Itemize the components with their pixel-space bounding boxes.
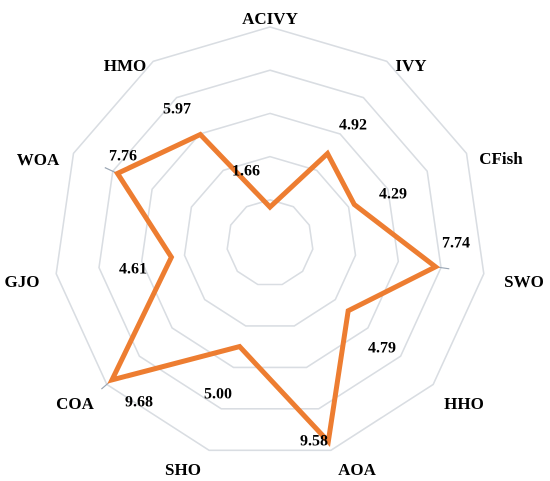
value-label-hmo: 5.97 — [163, 101, 191, 118]
axis-labels: ACIVY IVY CFish SWO HHO AOA SHO COA GJO WOA HMO — [5, 9, 544, 479]
value-label-aoa: 9.58 — [300, 433, 328, 450]
axis-label-aoa: AOA — [338, 460, 377, 479]
value-label-sho: 5.00 — [204, 386, 232, 403]
axis-label-swo: SWO — [504, 272, 544, 291]
value-label-hho: 4.79 — [368, 340, 396, 357]
axis-label-coa: COA — [56, 394, 95, 413]
radar-grid — [55, 26, 485, 452]
grid-ring-1 — [226, 198, 314, 286]
value-labels: 1.66 4.92 4.29 7.74 4.79 9.58 5.00 9.68 4.61 7.76… — [109, 101, 470, 450]
value-label-ivy: 4.92 — [339, 117, 367, 134]
axis-label-ivy: IVY — [395, 56, 426, 75]
value-label-swo: 7.74 — [442, 235, 470, 252]
grid-ring-5 — [55, 26, 485, 452]
grid-ring-3 — [140, 112, 400, 369]
series-line — [107, 131, 441, 447]
value-label-coa: 9.68 — [125, 394, 153, 411]
axis-label-gjo: GJO — [5, 272, 40, 291]
value-label-woa: 7.76 — [109, 148, 137, 165]
radar-series — [101, 131, 450, 447]
value-label-acivy: 1.66 — [232, 163, 260, 180]
value-label-cfish: 4.29 — [379, 186, 407, 203]
axis-label-cfish: CFish — [479, 149, 523, 168]
axis-label-woa: WOA — [17, 150, 60, 169]
axis-label-hho: HHO — [444, 394, 484, 413]
grid-ring-2 — [183, 155, 357, 327]
grid-ring-4 — [98, 69, 442, 410]
axis-label-sho: SHO — [165, 460, 201, 479]
value-label-gjo: 4.61 — [119, 261, 147, 278]
axis-label-acivy: ACIVY — [242, 9, 298, 28]
axis-label-hmo: HMO — [104, 56, 147, 75]
